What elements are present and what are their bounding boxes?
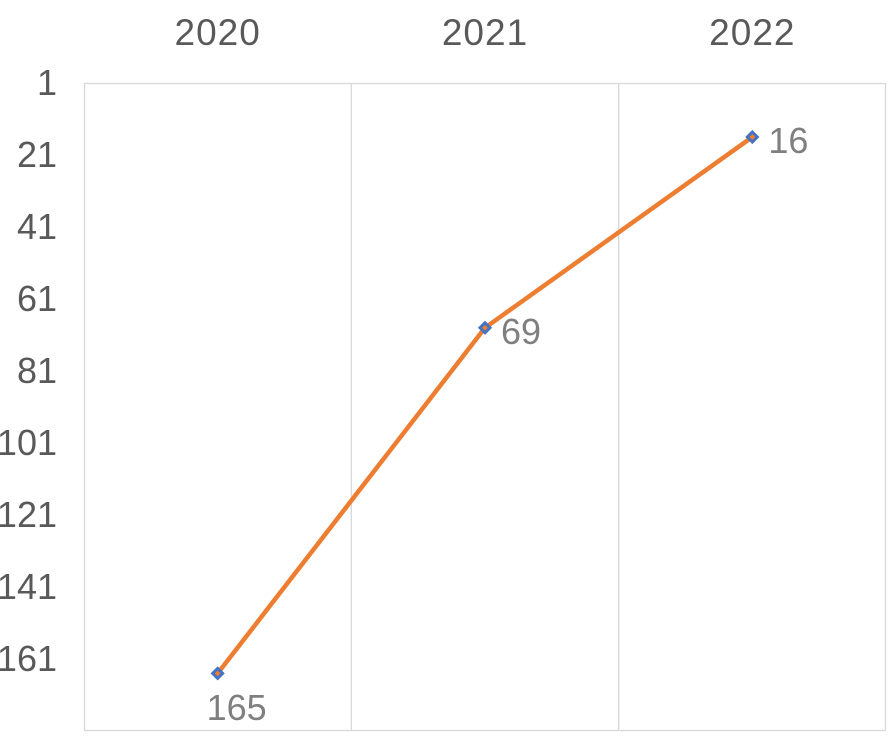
y-axis-tick-label: 21 xyxy=(16,134,57,175)
data-point-label: 69 xyxy=(501,310,542,352)
x-axis-tick-label: 2021 xyxy=(441,12,529,53)
y-axis-tick-label: 141 xyxy=(0,566,57,607)
y-axis-tick-label: 61 xyxy=(16,278,57,319)
plot-border xyxy=(83,82,887,732)
x-axis-tick-label: 2022 xyxy=(709,12,796,53)
y-axis-tick-label: 101 xyxy=(0,422,57,463)
data-point-label: 16 xyxy=(768,120,809,161)
series-line xyxy=(215,134,755,676)
x-axis-tick-label: 2020 xyxy=(174,12,261,53)
diamond-marker xyxy=(210,666,225,681)
data-point-label: 165 xyxy=(206,687,267,729)
y-axis-tick-label: 161 xyxy=(0,638,57,679)
y-axis-tick-label: 81 xyxy=(16,350,57,391)
y-axis-tick-label: 1 xyxy=(36,62,57,103)
y-axis-tick-label: 41 xyxy=(16,206,57,247)
diamond-marker xyxy=(745,129,760,145)
diamond-marker xyxy=(477,320,493,335)
y-axis-tick-label: 121 xyxy=(0,494,57,535)
